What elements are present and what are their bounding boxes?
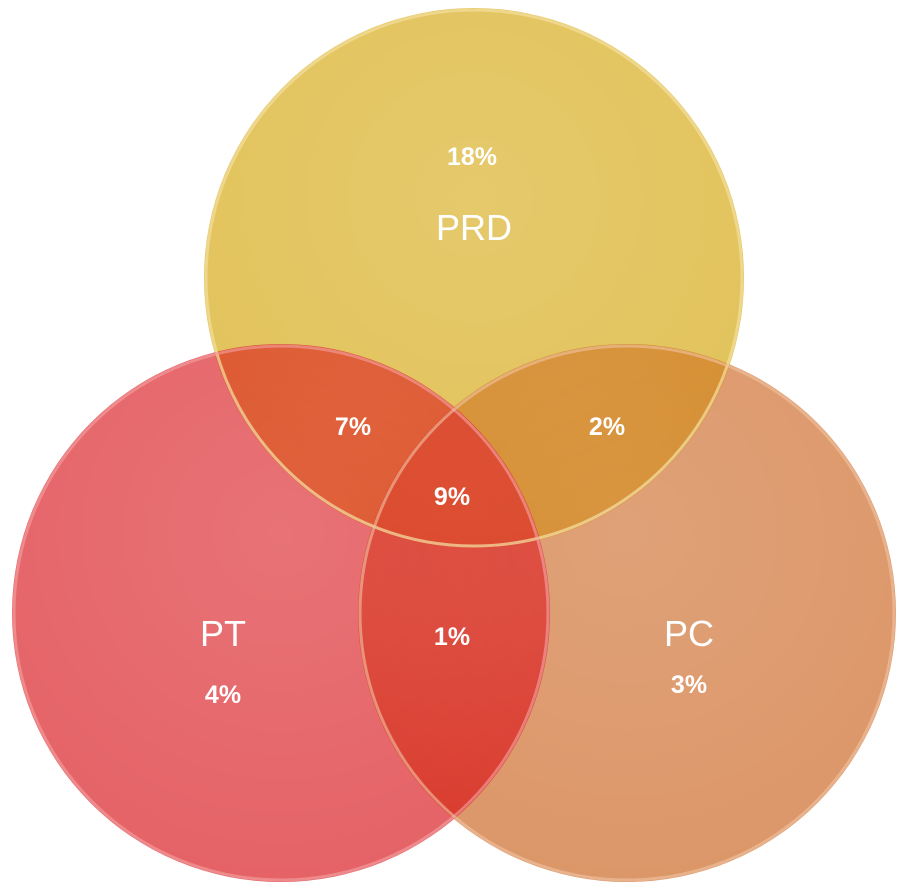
pt-percent: 4% xyxy=(205,681,241,709)
prd-label: PRD xyxy=(436,207,512,248)
pc-rim xyxy=(358,344,896,882)
prd-percent: 18% xyxy=(447,143,497,171)
prd-pc-percent: 2% xyxy=(589,413,625,441)
pc-label: PC xyxy=(664,613,714,654)
pc-percent: 3% xyxy=(671,671,707,699)
pt-label: PT xyxy=(200,613,246,654)
prd-pt-percent: 7% xyxy=(335,413,371,441)
pt-pc-percent: 1% xyxy=(434,623,470,651)
all-overlap-percent: 9% xyxy=(434,483,470,511)
